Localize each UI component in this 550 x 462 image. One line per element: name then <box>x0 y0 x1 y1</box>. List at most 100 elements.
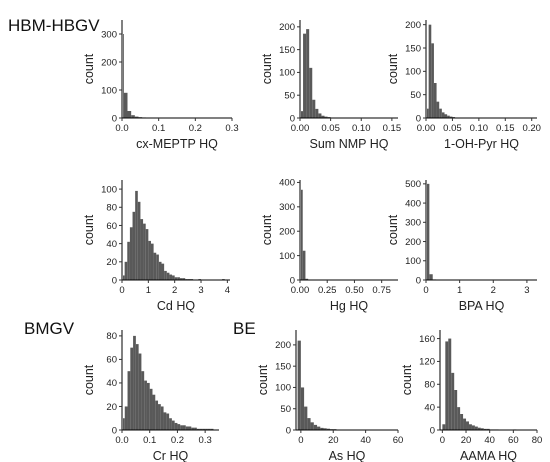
bar <box>166 272 170 280</box>
x-tick-label: 0.1 <box>152 123 165 134</box>
y-tick-label: 0 <box>290 113 295 124</box>
y-axis-title: count <box>82 214 96 245</box>
bar <box>140 219 144 280</box>
y-tick-label: 0 <box>112 113 117 124</box>
bar <box>179 278 183 280</box>
bar <box>174 277 178 280</box>
bar <box>320 427 324 430</box>
group-label-be: BE <box>233 319 256 338</box>
y-tick-label: 80 <box>106 331 117 342</box>
bar <box>449 116 453 118</box>
x-axis-title: 1-OH-Pyr HQ <box>444 137 519 151</box>
bar <box>130 347 134 430</box>
bar <box>306 29 310 118</box>
bar <box>205 428 208 430</box>
bar <box>153 252 157 280</box>
bar <box>191 427 195 430</box>
y-tick-label: 40 <box>106 378 117 389</box>
bar <box>305 278 309 280</box>
y-tick-label: 100 <box>279 251 295 262</box>
x-tick-label: 0.20 <box>522 123 541 134</box>
bar <box>454 390 458 430</box>
bar <box>135 344 139 430</box>
y-tick-label: 50 <box>410 90 421 101</box>
y-tick-label: 300 <box>101 29 117 40</box>
bar <box>486 428 490 430</box>
bar <box>127 371 131 430</box>
x-axis-title: BPA HQ <box>459 299 505 313</box>
x-tick-label: 60 <box>508 435 519 446</box>
bar <box>471 425 475 430</box>
x-tick-label: 0.2 <box>189 123 202 134</box>
bar <box>129 227 133 280</box>
bar <box>148 240 151 280</box>
x-tick-label: 0.15 <box>496 123 515 134</box>
x-tick-label: 80 <box>532 435 543 446</box>
y-tick-label: 150 <box>405 43 421 54</box>
x-tick-label: 0 <box>298 435 303 446</box>
panel-5: 0 1 2 3 0 100 200 300 400 500 BPA HQ count <box>386 179 537 313</box>
y-tick-label: 100 <box>275 383 291 394</box>
y-tick-label: 80 <box>106 203 117 214</box>
y-tick-label: 60 <box>106 355 117 366</box>
y-tick-label: 80 <box>424 380 435 391</box>
bar <box>164 270 167 280</box>
x-tick-label: 0.3 <box>225 123 238 134</box>
x-axis-title: Cr HQ <box>153 449 189 462</box>
y-tick-label: 200 <box>405 237 421 248</box>
bar <box>302 250 306 280</box>
y-axis-title: count <box>386 53 400 84</box>
bar <box>451 372 455 430</box>
y-axis-title: count <box>82 364 96 395</box>
bar <box>123 34 124 118</box>
bar <box>171 420 175 430</box>
y-axis-title: count <box>400 364 414 395</box>
bar <box>447 115 450 118</box>
bar <box>457 407 461 430</box>
panel-7: 0 20 40 60 0 50 100 150 200 As HQ count <box>256 330 403 462</box>
y-tick-label: 200 <box>279 22 295 33</box>
bar <box>460 414 464 430</box>
x-axis-title: Sum NMP HQ <box>310 137 389 151</box>
x-tick-label: 20 <box>461 435 472 446</box>
bar <box>161 263 165 280</box>
bar <box>134 116 139 118</box>
x-tick-label: 20 <box>328 435 339 446</box>
x-tick-label: 0.00 <box>291 123 310 134</box>
y-tick-label: 0 <box>112 275 117 286</box>
x-tick-label: 60 <box>393 435 404 446</box>
bar <box>445 341 449 430</box>
bar <box>301 111 304 118</box>
bar <box>127 111 132 118</box>
bar <box>309 67 313 118</box>
x-tick-label: 0 <box>119 285 124 296</box>
bar <box>480 428 484 430</box>
bar <box>123 275 125 280</box>
x-tick-label: 0.75 <box>372 285 391 296</box>
y-tick-label: 400 <box>405 198 421 209</box>
x-tick-label: 0.0 <box>115 123 128 134</box>
bar <box>127 241 130 280</box>
bar <box>141 371 145 430</box>
bar <box>300 387 305 430</box>
y-tick-label: 500 <box>405 179 421 190</box>
panel-8: 0 20 40 60 80 0 40 80 120 160 AAMA HQ count <box>400 330 542 462</box>
bar <box>169 274 173 280</box>
bar <box>158 404 161 430</box>
bar <box>428 24 432 119</box>
bar <box>304 406 308 430</box>
y-tick-label: 300 <box>279 202 295 213</box>
x-axis-title: Hg HQ <box>330 299 368 313</box>
bar <box>310 422 314 430</box>
bar <box>444 114 448 118</box>
bar <box>146 382 150 430</box>
x-tick-label: 0.00 <box>291 285 310 296</box>
bar <box>427 108 429 118</box>
bar <box>174 422 178 430</box>
x-tick-label: 1 <box>146 285 151 296</box>
y-tick-label: 200 <box>405 20 421 31</box>
bar <box>169 418 172 430</box>
y-tick-label: 150 <box>279 45 295 56</box>
bar <box>315 108 319 118</box>
